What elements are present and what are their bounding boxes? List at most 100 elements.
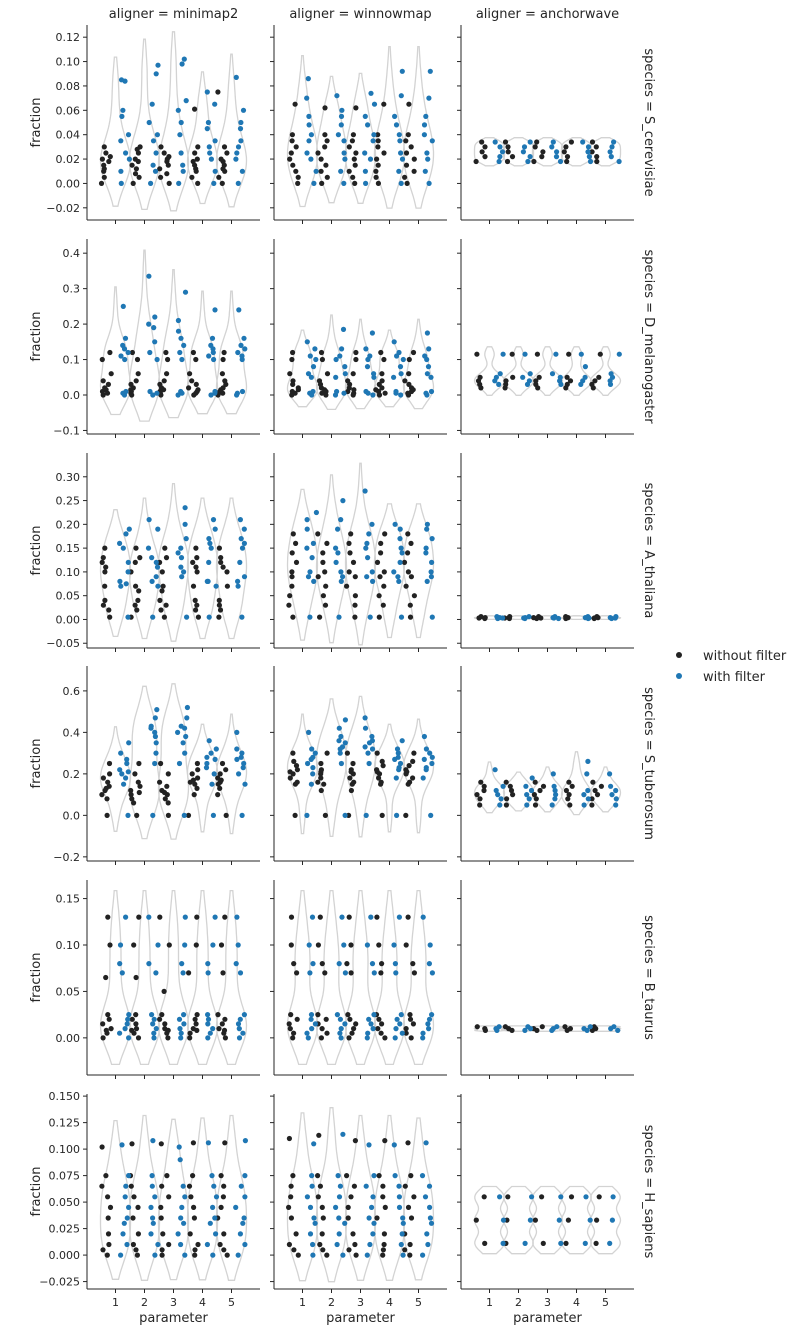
point-without-filter — [403, 583, 409, 589]
point-with-filter — [366, 760, 372, 767]
point-with-filter — [397, 138, 403, 144]
point-with-filter — [370, 1026, 376, 1032]
point-without-filter — [411, 750, 417, 756]
y-tick-label: 0.00 — [56, 177, 81, 190]
point-without-filter — [596, 374, 602, 380]
point-without-filter — [160, 583, 166, 589]
point-without-filter — [287, 156, 293, 162]
point-without-filter — [405, 132, 411, 138]
point-with-filter — [234, 729, 240, 736]
violin-parameter-3 — [157, 31, 190, 212]
violin-parameter-2 — [128, 1114, 161, 1281]
point-without-filter — [322, 569, 328, 575]
point-without-filter — [100, 378, 106, 384]
point-with-filter — [236, 1026, 242, 1032]
point-with-filter — [126, 156, 132, 162]
point-with-filter — [500, 615, 506, 621]
point-with-filter — [306, 113, 312, 119]
point-with-filter — [398, 150, 404, 156]
point-with-filter — [585, 758, 591, 765]
point-with-filter — [175, 1231, 181, 1237]
point-with-filter — [426, 95, 432, 101]
point-with-filter — [399, 1030, 405, 1036]
point-without-filter — [344, 1173, 350, 1179]
point-with-filter — [310, 771, 316, 777]
point-with-filter — [213, 1194, 220, 1200]
point-with-filter — [500, 351, 506, 357]
point-with-filter — [182, 521, 188, 527]
point-with-filter — [208, 750, 214, 756]
point-with-filter — [149, 1173, 155, 1179]
point-with-filter — [367, 353, 373, 359]
legend-label-without-filter: without filter — [703, 649, 787, 664]
point-with-filter — [235, 583, 241, 589]
point-without-filter — [350, 559, 357, 566]
x-tick-label: 5 — [415, 1296, 422, 1309]
point-with-filter — [235, 942, 241, 948]
point-without-filter — [224, 150, 230, 156]
point-with-filter — [342, 1021, 348, 1027]
point-without-filter — [193, 564, 199, 570]
point-without-filter — [224, 1252, 230, 1258]
point-without-filter — [352, 1138, 358, 1144]
point-without-filter — [134, 1252, 140, 1258]
point-with-filter — [399, 1231, 405, 1237]
point-with-filter — [395, 574, 401, 580]
point-with-filter — [234, 914, 240, 920]
x-tick-label: 5 — [602, 1296, 609, 1309]
point-with-filter — [362, 168, 368, 174]
point-without-filter — [344, 583, 350, 589]
point-with-filter — [393, 390, 399, 396]
violin-parameter-3 — [531, 1185, 564, 1255]
point-without-filter — [136, 789, 142, 796]
point-with-filter — [151, 325, 157, 331]
point-without-filter — [324, 371, 331, 377]
violin-parameter-1 — [99, 889, 132, 1066]
point-with-filter — [210, 1204, 216, 1210]
violin-parameter-1 — [473, 1185, 506, 1255]
point-without-filter — [315, 150, 321, 156]
point-with-filter — [335, 550, 341, 556]
y-axis-label: fraction — [29, 739, 44, 789]
point-without-filter — [102, 569, 108, 575]
point-without-filter — [215, 89, 221, 95]
point-with-filter — [122, 1194, 128, 1200]
point-with-filter — [428, 1220, 435, 1226]
point-without-filter — [288, 1215, 294, 1221]
point-without-filter — [507, 783, 513, 789]
violin-parameter-3 — [531, 137, 564, 167]
point-without-filter — [135, 1231, 141, 1237]
point-with-filter — [117, 578, 123, 585]
point-with-filter — [126, 1173, 132, 1179]
point-with-filter — [586, 154, 593, 160]
point-with-filter — [429, 970, 435, 976]
violin-parameter-2 — [128, 249, 161, 422]
point-without-filter — [99, 156, 105, 162]
point-without-filter — [194, 914, 200, 920]
point-without-filter — [187, 1030, 193, 1036]
point-with-filter — [392, 113, 398, 119]
point-with-filter — [371, 1220, 377, 1226]
point-without-filter — [540, 783, 547, 789]
point-without-filter — [344, 750, 350, 756]
x-axis-label: parameter — [326, 1311, 395, 1326]
point-with-filter — [242, 1194, 248, 1200]
y-tick-label: 0.00 — [56, 613, 81, 626]
point-without-filter — [351, 1183, 357, 1189]
y-tick-label: 0.30 — [56, 471, 81, 484]
point-without-filter — [218, 555, 224, 561]
point-with-filter — [242, 781, 248, 787]
point-with-filter — [420, 914, 426, 920]
point-without-filter — [503, 779, 509, 785]
point-with-filter — [241, 526, 247, 532]
point-without-filter — [190, 1173, 196, 1179]
y-tick-label: 0.12 — [56, 31, 81, 44]
point-with-filter — [525, 158, 531, 165]
point-without-filter — [538, 615, 544, 621]
point-without-filter — [563, 1240, 569, 1246]
point-without-filter — [286, 1241, 292, 1248]
point-with-filter — [204, 126, 210, 132]
point-with-filter — [549, 144, 555, 150]
point-with-filter — [613, 787, 619, 794]
point-with-filter — [367, 1241, 373, 1248]
